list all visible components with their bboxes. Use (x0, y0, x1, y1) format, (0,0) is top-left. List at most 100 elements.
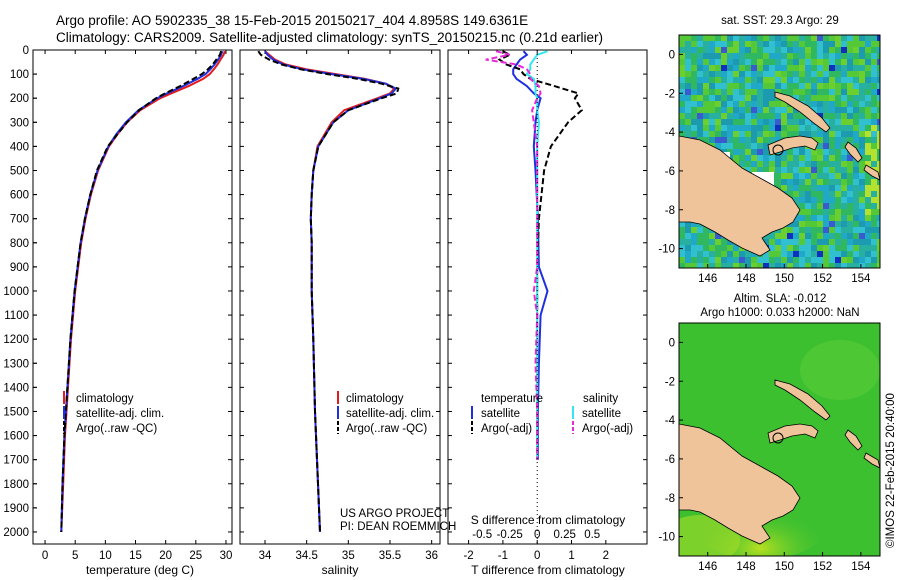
sst-cell (841, 59, 847, 65)
sst-cell (733, 101, 739, 107)
sst-cell (865, 155, 871, 161)
sst-cell (799, 47, 805, 53)
sst-cell (763, 149, 769, 155)
x-tick-label: 34.5 (295, 550, 317, 562)
sst-cell (865, 203, 871, 209)
sst-cell (817, 95, 823, 101)
sst-cell (817, 161, 823, 167)
sst-cell (829, 125, 835, 131)
series-line-satellite-adj-clim- (60, 50, 224, 533)
sst-cell (847, 53, 853, 59)
sst-cell (799, 203, 805, 209)
sst-cell (703, 65, 709, 71)
sst-cell (823, 95, 829, 101)
sst-cell (847, 35, 853, 41)
sst-cell (787, 35, 793, 41)
sst-cell (805, 125, 811, 131)
sst-cell (811, 47, 817, 53)
sst-cell (697, 89, 703, 95)
sst-cell (823, 173, 829, 179)
sst-cell (859, 53, 865, 59)
sst-cell (859, 233, 865, 239)
sst-cell (709, 77, 715, 83)
sst-cell (865, 119, 871, 125)
x-tick-label: 0 (534, 550, 540, 562)
sst-cell (847, 47, 853, 53)
sst-cell (697, 239, 703, 245)
sst-cell (763, 89, 769, 95)
sst-cell (697, 263, 703, 268)
sst-cell (835, 95, 841, 101)
sst-cell (805, 215, 811, 221)
sst-cell (877, 125, 880, 131)
sst-cell (739, 107, 745, 113)
sst-cell (721, 65, 727, 71)
sst-cell (763, 35, 769, 41)
sst-cell (739, 47, 745, 53)
difference-lines (485, 50, 584, 544)
sst-cell (679, 251, 685, 257)
sst-cell (805, 263, 811, 268)
sst-cell (847, 41, 853, 47)
sst-cell (679, 89, 685, 95)
sst-cell (751, 119, 757, 125)
sst-cell (835, 149, 841, 155)
sst-cell (823, 137, 829, 143)
sst-cell (793, 41, 799, 47)
sst-cell (799, 53, 805, 59)
sst-cell (751, 41, 757, 47)
sst-cell (877, 197, 880, 203)
sst-cell (757, 143, 763, 149)
sst-cell (715, 53, 721, 59)
sst-cell (865, 233, 871, 239)
sst-cell (715, 59, 721, 65)
series-line-argo-raw-qc- (60, 50, 223, 533)
sst-cell (685, 41, 691, 47)
sst-cell (769, 167, 775, 173)
sst-cell (751, 101, 757, 107)
sst-cell (805, 131, 811, 137)
sst-cell (739, 143, 745, 149)
sst-cell (715, 113, 721, 119)
sst-cell (751, 257, 757, 263)
sst-cell (763, 59, 769, 65)
sst-cell (817, 257, 823, 263)
sst-cell (811, 191, 817, 197)
sst-cell (781, 101, 787, 107)
sst-cell (775, 47, 781, 53)
sst-cell (859, 209, 865, 215)
s-tick-label: -0.25 (497, 529, 523, 541)
sst-cell (727, 35, 733, 41)
sst-cell (859, 59, 865, 65)
sst-cell (871, 257, 877, 263)
legend-salinity-title: salinity (583, 393, 618, 405)
sst-cell (853, 167, 859, 173)
sst-cell (769, 257, 775, 263)
sst-cell (865, 191, 871, 197)
sst-cell (769, 65, 775, 71)
sst-cell (841, 179, 847, 185)
sst-cell (835, 173, 841, 179)
sst-cell (793, 83, 799, 89)
sst-cell (829, 149, 835, 155)
sst-cell (781, 161, 787, 167)
sst-cell (859, 107, 865, 113)
sst-cell (817, 101, 823, 107)
sst-cell (811, 59, 817, 65)
sst-cell (745, 95, 751, 101)
sst-cell (823, 77, 829, 83)
sst-cell (847, 239, 853, 245)
sst-cell (799, 131, 805, 137)
sst-cell (709, 257, 715, 263)
sst-cell (721, 257, 727, 263)
sst-cell (793, 35, 799, 41)
sst-cell (691, 125, 697, 131)
sst-cell (865, 77, 871, 83)
sst-cell (811, 101, 817, 107)
sst-cell (679, 59, 685, 65)
sst-cell (799, 149, 805, 155)
sst-cell (697, 77, 703, 83)
sst-cell (877, 83, 880, 89)
sst-cell (859, 35, 865, 41)
sst-cell (793, 221, 799, 227)
